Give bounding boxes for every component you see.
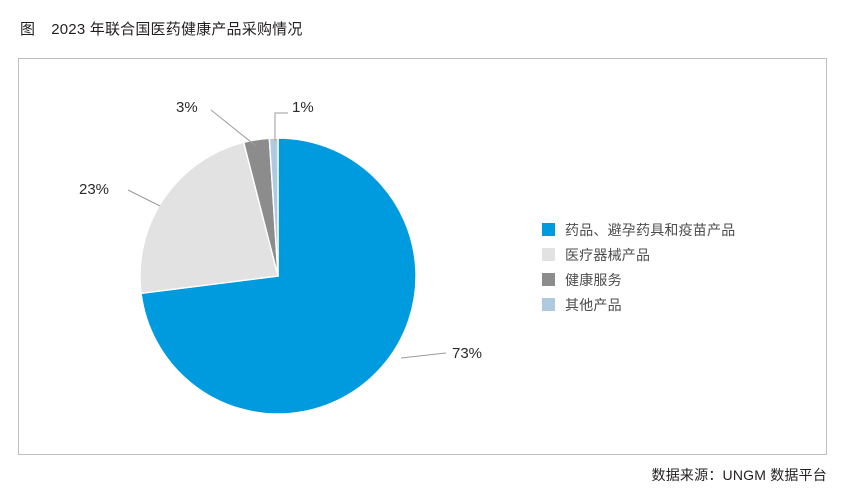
legend-item-2: 健康服务 (542, 267, 735, 292)
legend-item-1: 医疗器械产品 (542, 242, 735, 267)
legend: 药品、避孕药具和疫苗产品 医疗器械产品 健康服务 其他产品 (542, 217, 735, 317)
title-text: 2023 年联合国医药健康产品采购情况 (51, 21, 303, 38)
title-prefix: 图 (20, 21, 36, 38)
legend-swatch-icon-0 (542, 223, 555, 236)
page-title: 图 2023 年联合国医药健康产品采购情况 (20, 20, 303, 40)
legend-item-0: 药品、避孕药具和疫苗产品 (542, 217, 735, 242)
legend-swatch-icon-2 (542, 273, 555, 286)
pie-value-label-1: 23% (79, 181, 110, 198)
legend-swatch-icon-3 (542, 298, 555, 311)
legend-label-3: 其他产品 (565, 296, 622, 313)
legend-label-0: 药品、避孕药具和疫苗产品 (565, 221, 736, 238)
legend-label-2: 健康服务 (565, 271, 622, 288)
pie-value-label-3: 1% (292, 99, 314, 116)
legend-swatch-icon-1 (542, 248, 555, 261)
legend-item-3: 其他产品 (542, 292, 735, 317)
pie-value-label-0: 73% (452, 345, 483, 362)
legend-label-1: 医疗器械产品 (565, 246, 651, 263)
pie-value-label-2: 3% (176, 99, 198, 116)
source-note: 数据来源：UNGM 数据平台 (651, 467, 827, 483)
